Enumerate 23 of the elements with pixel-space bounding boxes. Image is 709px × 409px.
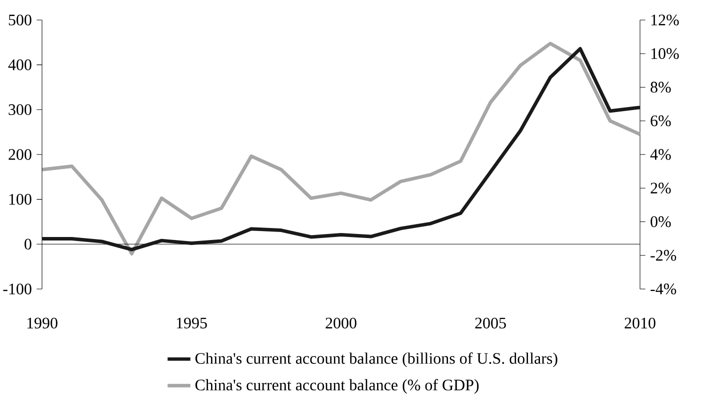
y2-tick-label: 0% bbox=[650, 216, 671, 228]
y2-tick-label: 4% bbox=[650, 149, 671, 160]
y2-tick-label: -4% bbox=[650, 284, 676, 294]
x-tick-label: 2005 bbox=[475, 318, 506, 328]
y2-tick-label: 12% bbox=[651, 14, 679, 26]
y2-tick-label: 8% bbox=[650, 82, 671, 93]
x-tick-label: 2010 bbox=[624, 318, 656, 328]
y-tick-label: 100 bbox=[9, 194, 32, 205]
x-tick-label: 1995 bbox=[176, 318, 207, 328]
y-tick-label: -100 bbox=[3, 284, 32, 294]
y-tick-label: 0 bbox=[24, 238, 32, 250]
y-tick-label: 400 bbox=[8, 59, 32, 70]
y-tick-label: 200 bbox=[8, 149, 32, 160]
y2-tick-label: 2% bbox=[650, 182, 671, 194]
y-tick-label: 300 bbox=[8, 104, 32, 116]
y2-tick-label: 6% bbox=[650, 115, 671, 126]
x-tick-label: 1990 bbox=[27, 318, 58, 328]
legend-label: China's current account balance (billions of U.S. dollars) bbox=[195, 352, 558, 368]
y2-tick-label: -2% bbox=[650, 250, 676, 261]
x-tick-label: 2000 bbox=[326, 318, 356, 328]
y-tick-label: 500 bbox=[8, 14, 32, 26]
legend-label: China's current account balance (% of GDP) bbox=[195, 379, 479, 394]
y2-tick-label: 10% bbox=[651, 48, 679, 60]
